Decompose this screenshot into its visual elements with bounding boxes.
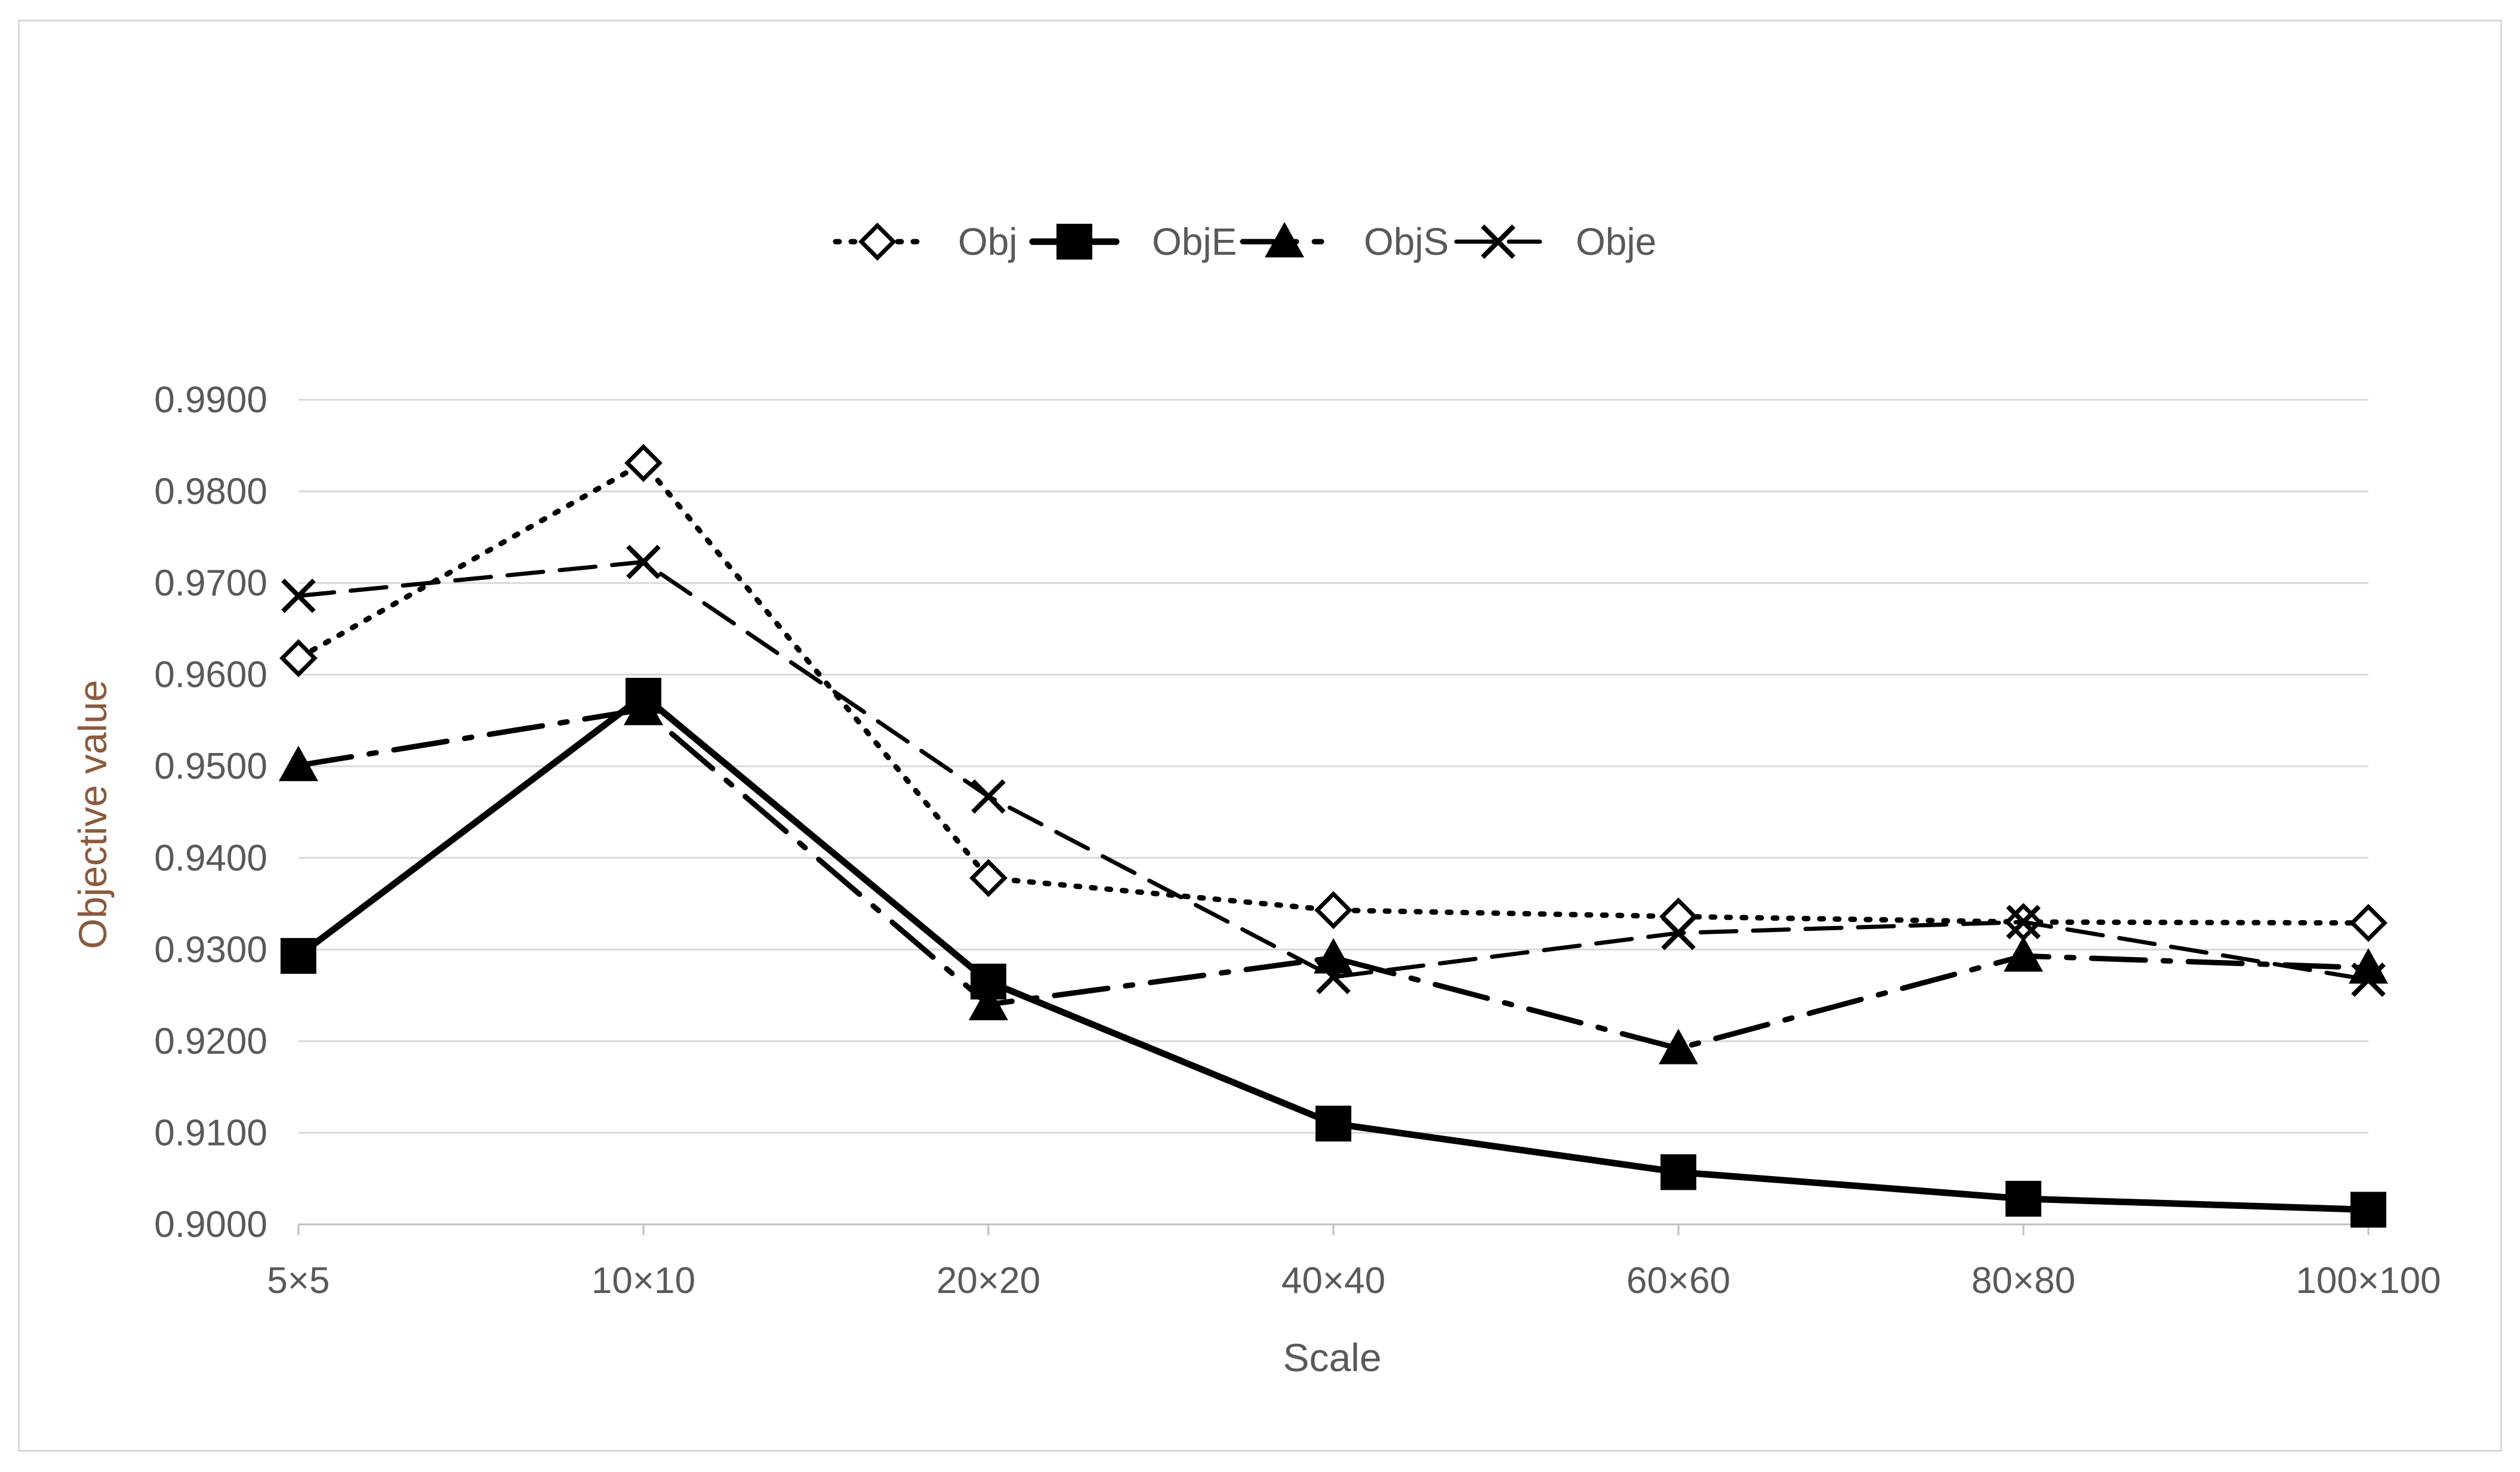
data-point (2006, 905, 2041, 940)
x-axis-title: Scale (1283, 1335, 1381, 1380)
data-point (281, 938, 316, 974)
y-axis-title: Objective value (70, 680, 115, 949)
data-point (971, 779, 1006, 814)
y-tick-label: 0.9300 (154, 929, 267, 970)
gridlines (298, 399, 2368, 1226)
legend-marker (1481, 224, 1515, 259)
legend: Obj ObjE ObjS Obje (833, 220, 1656, 263)
data-point (279, 639, 318, 677)
data-point (1659, 897, 1698, 936)
y-tick-label: 0.9200 (154, 1021, 267, 1062)
series-obj (279, 444, 2387, 942)
x-tick-label: 80×80 (1971, 1260, 2075, 1301)
series-objs (279, 690, 2388, 1064)
legend-label: Obj (958, 220, 1018, 263)
y-axis-ticks: 0.9000 0.9100 0.9200 0.9300 0.9400 0.9500 0.96… (154, 379, 267, 1245)
series-obje (281, 677, 2386, 1228)
x-tick-label: 60×60 (1626, 1260, 1730, 1301)
legend-marker (858, 223, 897, 261)
data-point (1314, 891, 1353, 930)
data-point (2350, 1192, 2386, 1228)
legend-marker (1265, 222, 1304, 258)
x-tick-label: 20×20 (936, 1260, 1040, 1301)
legend-marker (1056, 224, 1092, 260)
legend-item-obje: Obje (1454, 220, 1656, 263)
legend-item-obje: ObjE (1029, 220, 1237, 263)
x-axis: 5×5 10×10 20×20 40×40 60×60 80×80 100×100 (267, 1223, 2441, 1301)
x-tick-label: 10×10 (592, 1260, 695, 1301)
series-line-obj (295, 460, 2371, 926)
series-group (279, 444, 2388, 1228)
y-tick-label: 0.9000 (154, 1204, 267, 1245)
legend-item-objs: ObjS (1240, 220, 1449, 263)
y-tick-label: 0.9600 (154, 655, 267, 696)
x-tick-label: 5×5 (267, 1260, 329, 1301)
series-obje (281, 544, 2386, 997)
y-tick-label: 0.9900 (154, 379, 267, 421)
y-tick-label: 0.9400 (154, 838, 267, 879)
data-point (2349, 903, 2387, 942)
data-point (1659, 1029, 1698, 1064)
legend-label: Obje (1576, 220, 1656, 263)
data-point (969, 859, 1008, 897)
data-point (2351, 962, 2386, 997)
chart-frame (18, 20, 2502, 1452)
y-tick-label: 0.9700 (154, 563, 267, 604)
series-line-objs (295, 706, 2371, 1051)
data-point (969, 985, 1008, 1020)
data-point (624, 444, 663, 482)
data-point (281, 578, 316, 613)
data-point (279, 745, 318, 782)
x-tick-label: 40×40 (1281, 1260, 1385, 1301)
y-tick-label: 0.9100 (154, 1112, 267, 1153)
data-point (624, 690, 663, 726)
y-tick-label: 0.9800 (154, 471, 267, 513)
legend-label: ObjS (1364, 220, 1449, 263)
x-tick-label: 100×100 (2296, 1260, 2441, 1301)
data-point (626, 544, 661, 579)
legend-item-obj: Obj (833, 220, 1018, 263)
legend-label: ObjE (1152, 220, 1237, 263)
data-point (2349, 948, 2388, 984)
data-point (1661, 1154, 1696, 1190)
data-point (2004, 936, 2043, 972)
data-point (1316, 1106, 1351, 1142)
data-point (1661, 915, 1696, 951)
data-point (2005, 1181, 2041, 1217)
data-point (1316, 959, 1351, 995)
y-tick-label: 0.9500 (154, 746, 267, 787)
